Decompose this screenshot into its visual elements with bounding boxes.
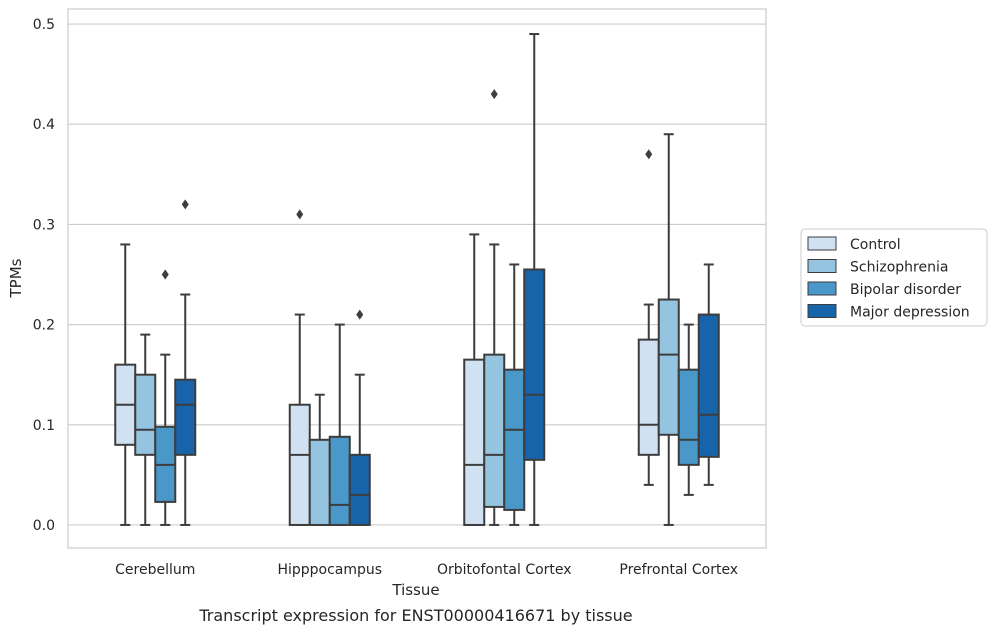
- y-tick-label: 0.4: [33, 117, 55, 133]
- legend-swatch: [807, 259, 837, 273]
- legend-swatch: [807, 304, 837, 318]
- box-2-2: [503, 263, 526, 526]
- iqr-box: [134, 373, 157, 456]
- x-tick-label: Cerebellum: [115, 562, 195, 578]
- x-tick-label: Orbitofontal Cortex: [437, 562, 572, 578]
- iqr-box: [503, 368, 526, 511]
- legend-label: Major depression: [850, 305, 970, 321]
- box-0-1: [134, 333, 157, 526]
- box-1-1: [308, 393, 331, 526]
- figure-caption: Transcript expression for ENST0000041667…: [199, 606, 633, 625]
- iqr-box: [308, 438, 331, 526]
- y-axis-label: TPMs: [7, 258, 25, 298]
- x-axis-ticks: Cerebellum Hipppocampus Orbitofontal Corte…: [115, 562, 738, 578]
- legend-swatch: [807, 236, 837, 251]
- y-tick-label: 0.2: [33, 318, 55, 334]
- box-2-1: [483, 89, 506, 526]
- box-3-2: [677, 323, 700, 496]
- box-2-0: [463, 233, 486, 526]
- box-3-0: [637, 149, 660, 486]
- x-tick-label: Prefrontal Cortex: [619, 562, 738, 578]
- box-1-2: [328, 323, 351, 526]
- box-plot-series: [114, 33, 720, 526]
- outlier-point: [645, 149, 653, 160]
- box-1-3: [348, 309, 371, 526]
- box-3-3: [697, 263, 720, 486]
- box-2-3: [523, 33, 546, 526]
- outlier-point: [356, 309, 364, 320]
- plot-frame: [67, 8, 767, 549]
- iqr-box: [657, 298, 680, 436]
- y-tick-label: 0.5: [33, 17, 55, 33]
- box-3-1: [657, 133, 680, 526]
- box-0-2: [154, 269, 177, 526]
- x-axis-label: Tissue: [391, 581, 439, 599]
- outlier-point: [296, 209, 304, 220]
- outlier-point: [161, 269, 169, 280]
- y-axis-ticks: 0.0 0.1 0.2 0.3 0.4 0.5: [33, 17, 55, 534]
- y-tick-label: 0.0: [33, 518, 55, 534]
- iqr-box: [328, 435, 351, 526]
- iqr-box: [697, 313, 720, 458]
- legend-label: Control: [850, 237, 901, 253]
- legend: Control Schizophrenia Bipolar disorder Majo…: [800, 228, 988, 327]
- iqr-box: [348, 453, 371, 526]
- iqr-box: [463, 358, 486, 526]
- iqr-box: [288, 403, 311, 526]
- y-tick-label: 0.1: [33, 418, 55, 434]
- legend-frame: [800, 228, 988, 327]
- y-tick-label: 0.3: [33, 217, 55, 233]
- iqr-box: [523, 268, 546, 461]
- box-1-0: [288, 209, 311, 526]
- legend-swatch: [807, 281, 837, 296]
- outlier-point: [181, 199, 189, 210]
- legend-label: Schizophrenia: [850, 260, 948, 276]
- box-0-3: [174, 199, 197, 526]
- iqr-box: [174, 378, 197, 456]
- outlier-point: [490, 89, 498, 100]
- x-tick-label: Hipppocampus: [277, 562, 382, 578]
- box-0-0: [114, 243, 137, 526]
- legend-label: Bipolar disorder: [850, 282, 961, 298]
- iqr-box: [677, 368, 700, 466]
- iqr-box: [637, 338, 660, 456]
- iqr-box: [483, 353, 506, 508]
